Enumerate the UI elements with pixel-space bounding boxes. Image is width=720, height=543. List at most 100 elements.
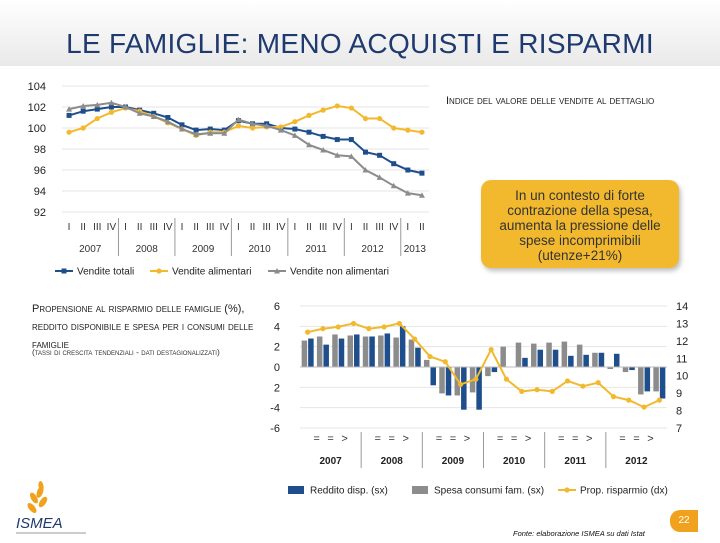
chart1-point [348, 137, 354, 143]
chart1-year-label: 2010 [248, 244, 271, 255]
chart2-bar-reddito [354, 334, 360, 367]
chart2-right-tick: 14 [676, 301, 688, 313]
chart1-quarter-label: IV [333, 222, 343, 233]
chart2-bar-spesa [439, 367, 445, 394]
chart2-quarter-mark: > [464, 433, 470, 445]
chart1-point [122, 104, 129, 110]
chart2-right-tick: 11 [676, 353, 687, 365]
chart1-year-label: 2007 [79, 244, 102, 255]
chart1-quarter-label: IV [276, 222, 286, 233]
chart2-savings-point [503, 376, 510, 382]
chart2-bar-reddito [644, 367, 651, 392]
chart2-bar-reddito [369, 336, 375, 367]
chart2-left-tick: 0 [274, 362, 280, 374]
chart2-year-label: 2012 [625, 456, 648, 467]
chart1-point [320, 107, 326, 113]
chart2-bar-reddito [629, 367, 635, 371]
chart2-savings-point [320, 326, 326, 332]
chart1-quarter-label: IV [107, 222, 117, 233]
chart1-point [235, 116, 242, 123]
chart1-quarter-label: I [124, 222, 127, 233]
chart1-legend-label: Vendite non alimentari [290, 267, 389, 278]
chart2-bar-spesa [576, 344, 583, 367]
chart1-legend-marker [61, 268, 67, 274]
chart1-point [419, 129, 425, 135]
chart1-year-label: 2011 [305, 244, 327, 255]
chart2-left-tick: -4 [270, 403, 280, 415]
chart1-point [362, 149, 368, 155]
chart2-quarter-mark: = [619, 433, 625, 445]
chart2-savings-point [534, 387, 540, 393]
chart1-year-label: 2013 [404, 244, 427, 255]
chart1-point [306, 141, 313, 148]
chart2-savings-point [641, 404, 647, 410]
chart1-series-line [68, 106, 423, 175]
retail-chart-title: Indice del valore delle vendite al detta… [446, 95, 655, 107]
chart1-point [66, 106, 73, 112]
chart1-ytick-label: 104 [28, 81, 46, 93]
chart1-legend-marker [274, 268, 280, 274]
chart1-point [334, 137, 340, 143]
chart2-bar-reddito [552, 349, 559, 367]
chart2-right-tick: 12 [676, 336, 688, 348]
chart2-year-label: 2010 [503, 456, 526, 467]
chart1-quarter-label: II [193, 222, 199, 233]
chart2-quarter-mark: > [525, 433, 531, 445]
chart2-legend-label: Spesa consumi fam. (sx) [434, 486, 544, 497]
chart2-legend-marker [564, 487, 570, 493]
chart2-bar-spesa [485, 367, 491, 377]
chart2-bar-reddito [338, 338, 345, 367]
chart2-bar-reddito [430, 367, 436, 386]
chart1-quarter-label: IV [163, 222, 173, 233]
chart1-point [179, 122, 185, 128]
chart2-savings-point [412, 336, 418, 342]
chart1-quarter-label: II [80, 222, 86, 233]
chart2-quarter-mark: = [389, 433, 395, 445]
chart1-point [405, 167, 411, 173]
chart2-savings-line [307, 322, 660, 409]
chart2-savings-point [381, 324, 387, 330]
chart2-bar-spesa [622, 367, 629, 373]
chart2-left-tick: 2 [274, 342, 280, 354]
chart2-savings-point [549, 388, 555, 394]
chart1-point [165, 115, 171, 120]
chart2-bar-spesa [362, 336, 369, 367]
chart1-quarter-label: IV [389, 222, 399, 233]
chart1-ytick-label: 94 [34, 186, 46, 198]
chart1-point [348, 105, 354, 111]
chart2-quarter-mark: = [497, 433, 503, 445]
chart1-point [150, 113, 157, 119]
chart1-quarter-label: I [181, 222, 184, 233]
chart2-bar-spesa [607, 367, 613, 370]
chart1-quarter-label: III [93, 222, 101, 233]
chart2-bar-spesa [378, 335, 384, 367]
savings-chart-title: Propensione al risparmio delle famiglie … [32, 303, 254, 351]
chart2-savings-point [656, 397, 662, 403]
chart1-quarter-label: I [294, 222, 297, 233]
chart2-quarter-mark: = [450, 433, 456, 445]
chart2-savings-point [427, 353, 433, 360]
chart1-point [263, 122, 270, 129]
chart2-savings-point [595, 380, 601, 386]
chart1-point [277, 127, 284, 133]
chart1-point [377, 152, 383, 158]
chart2-quarter-mark: > [647, 433, 653, 445]
chart1-point [362, 167, 369, 173]
chart1-legend-marker [156, 268, 162, 274]
chart2-bar-spesa [561, 341, 568, 367]
chart2-savings-point [519, 388, 525, 394]
chart1-quarter-label: III [150, 222, 158, 233]
chart2-quarter-mark: = [558, 433, 564, 445]
chart1-point [391, 161, 397, 167]
chart1-quarter-label: II [306, 222, 312, 233]
chart1-year-label: 2008 [136, 244, 159, 255]
chart2-bar-spesa [531, 343, 537, 367]
chart2-bar-reddito [323, 344, 329, 367]
chart1-point [320, 147, 327, 153]
chart2-bar-reddito [415, 347, 421, 367]
savings-chart-subtitle: (tassi di crescita tendenziali - dati de… [32, 347, 220, 357]
chart2-savings-point [442, 359, 448, 365]
chart2-bar-reddito [461, 367, 467, 410]
chart2-left-tick: 2 [274, 382, 280, 394]
chart1-point [419, 170, 425, 176]
